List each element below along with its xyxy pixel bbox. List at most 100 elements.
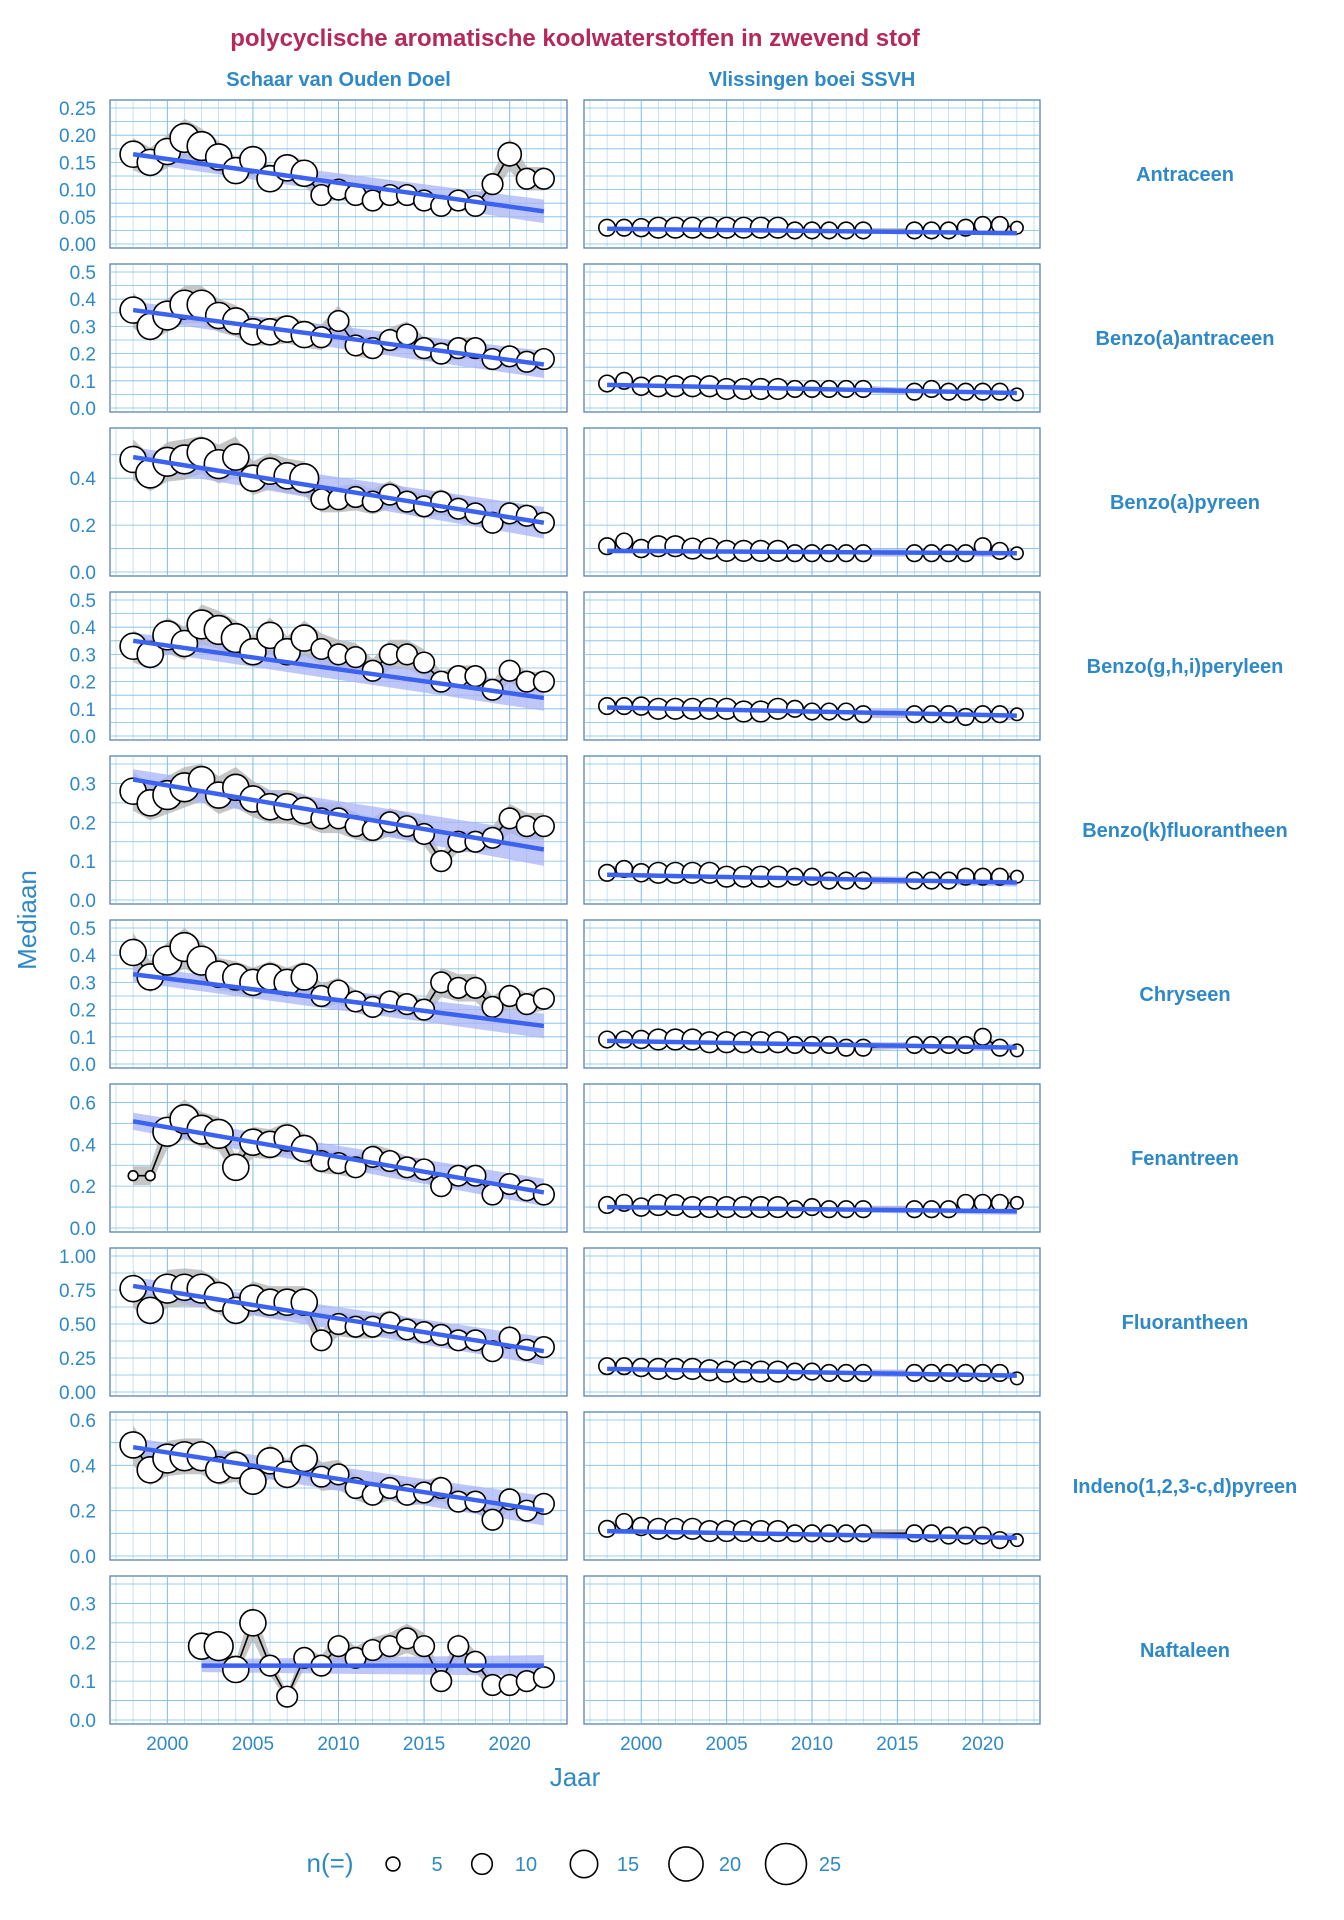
data-point xyxy=(497,141,523,167)
data-point xyxy=(532,987,555,1010)
y-tick-label: 0.0 xyxy=(70,1711,96,1732)
y-tick-label: 0.4 xyxy=(70,618,97,639)
data-point xyxy=(239,1609,267,1637)
data-point xyxy=(290,1444,319,1473)
data-point xyxy=(498,659,521,682)
data-point xyxy=(412,651,436,674)
legend-label: 20 xyxy=(719,1854,741,1876)
y-tick-label: 0.5 xyxy=(70,591,96,612)
panel xyxy=(583,1575,1041,1725)
trend-line xyxy=(607,1528,1017,1541)
data-point xyxy=(464,665,487,688)
trend-line xyxy=(607,872,1017,885)
x-tick-label: 2000 xyxy=(620,1734,662,1755)
data-point xyxy=(430,850,453,873)
data-point xyxy=(361,659,384,682)
panel xyxy=(109,1575,568,1725)
y-tick-label: 0.1 xyxy=(70,1028,96,1049)
y-tick-label: 0.3 xyxy=(70,774,96,795)
panel xyxy=(583,1411,1041,1561)
panel xyxy=(583,919,1041,1069)
data-point xyxy=(615,532,634,551)
y-tick-label: 0.0 xyxy=(70,1219,96,1240)
data-point xyxy=(221,1655,250,1684)
y-tick-label: 0.2 xyxy=(70,1502,96,1523)
data-point xyxy=(327,309,350,333)
y-tick-label: 0.0 xyxy=(70,891,96,912)
data-point xyxy=(221,1153,250,1182)
data-point xyxy=(447,1635,470,1658)
data-point xyxy=(221,443,250,471)
data-range-band xyxy=(133,928,544,1020)
y-tick-label: 0.2 xyxy=(70,1633,96,1654)
trend-line xyxy=(132,1283,545,1354)
data-point xyxy=(766,216,789,239)
row-label: Benzo(a)pyreen xyxy=(1110,492,1260,514)
y-tick-label: 0.00 xyxy=(59,1383,96,1404)
data-point xyxy=(905,1524,924,1543)
y-tick-label: 0.25 xyxy=(59,1349,96,1370)
legend-symbol xyxy=(668,1846,704,1882)
data-point xyxy=(290,624,319,652)
data-point xyxy=(344,646,367,669)
y-tick-label: 0.2 xyxy=(70,813,96,834)
y-tick-label: 0.75 xyxy=(59,1281,96,1302)
data-point xyxy=(119,938,147,967)
y-tick-label: 1.00 xyxy=(59,1247,96,1268)
legend-title: n(=) xyxy=(307,1848,354,1878)
x-tick-label: 2005 xyxy=(232,1734,274,1755)
data-point xyxy=(464,976,487,999)
y-tick-label: 0.1 xyxy=(70,700,96,721)
trend-line xyxy=(132,307,545,367)
trend-line xyxy=(607,226,1017,236)
panel xyxy=(583,1083,1041,1233)
data-point xyxy=(854,1038,873,1057)
x-tick-label: 2010 xyxy=(791,1734,833,1755)
y-tick-label: 0.1 xyxy=(70,372,96,393)
data-point xyxy=(395,323,419,346)
panel xyxy=(583,427,1041,577)
data-point xyxy=(532,1336,555,1359)
data-point xyxy=(430,1670,453,1693)
y-tick-label: 0.05 xyxy=(59,208,96,229)
trend-line xyxy=(607,382,1017,396)
panel xyxy=(583,591,1041,741)
panel xyxy=(109,263,568,413)
row-label: Indeno(1,2,3-c,d)pyreen xyxy=(1073,1476,1298,1498)
y-tick-label: 0.3 xyxy=(70,645,96,666)
data-point xyxy=(598,1357,617,1376)
trend-line xyxy=(132,638,545,701)
y-tick-label: 0.15 xyxy=(59,153,96,174)
panel xyxy=(583,99,1041,249)
x-tick-label: 2020 xyxy=(962,1734,1004,1755)
x-tick-label: 2015 xyxy=(403,1734,445,1755)
y-tick-label: 0.1 xyxy=(70,1672,96,1693)
y-tick-label: 0.00 xyxy=(59,235,96,256)
y-tick-label: 0.20 xyxy=(59,126,96,147)
y-tick-label: 0.3 xyxy=(70,973,96,994)
trend-line xyxy=(607,1038,1017,1050)
y-tick-label: 0.4 xyxy=(70,1456,97,1477)
data-point xyxy=(766,1519,789,1543)
trend-line xyxy=(132,1444,545,1513)
row-label: Benzo(g,h,i)peryleen xyxy=(1087,656,1284,678)
data-point xyxy=(464,1650,487,1673)
data-point xyxy=(1009,220,1024,235)
legend-label: 25 xyxy=(819,1854,841,1876)
y-tick-label: 0.0 xyxy=(70,1055,96,1076)
trend-line xyxy=(607,1366,1017,1378)
data-point xyxy=(256,621,284,650)
panel xyxy=(109,99,568,249)
y-tick-label: 0.2 xyxy=(70,1001,96,1022)
row-label: Benzo(k)fluorantheen xyxy=(1082,820,1288,842)
data-point xyxy=(990,1193,1009,1212)
data-point xyxy=(922,379,941,399)
legend-symbol xyxy=(764,1842,808,1886)
data-point xyxy=(785,699,804,718)
y-tick-label: 0.2 xyxy=(70,516,96,537)
data-point xyxy=(310,1329,333,1352)
y-tick-label: 0.25 xyxy=(59,99,96,120)
y-tick-label: 0.5 xyxy=(70,919,96,940)
x-tick-label: 2010 xyxy=(317,1734,359,1755)
